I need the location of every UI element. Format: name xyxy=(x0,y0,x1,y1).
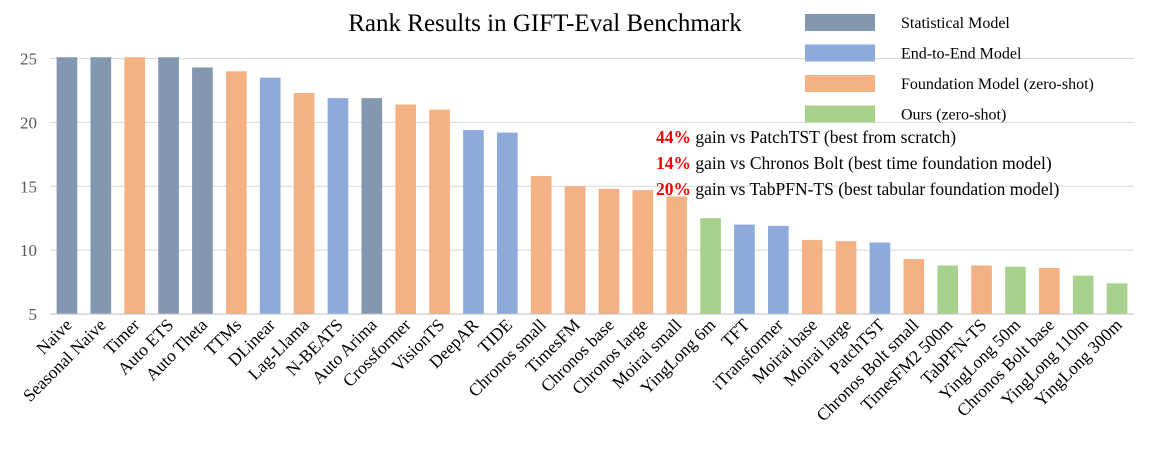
bar-lag-llama xyxy=(293,92,315,315)
bar-yinglong-6m xyxy=(700,218,721,314)
annotation-text: gain vs Chronos Bolt (best time foundati… xyxy=(691,153,1052,173)
y-tick-label: 20 xyxy=(20,113,37,132)
legend-label-foundation: Foundation Model (zero-shot) xyxy=(901,76,1094,93)
bar-crossformer xyxy=(395,104,417,315)
annotation-line: 20% gain vs TabPFN-TS (best tabular foun… xyxy=(656,179,1060,199)
bar-tide xyxy=(496,132,518,314)
bar-tft xyxy=(734,224,755,314)
legend-swatch-statistical xyxy=(805,14,875,31)
legend-label-e2e: End-to-End Model xyxy=(901,46,1022,63)
bar-yinglong-50m xyxy=(1005,266,1026,314)
annotations: 44% gain vs PatchTST (best from scratch)… xyxy=(656,127,1060,199)
bar-yinglong-110m xyxy=(1072,275,1094,314)
legend-label-ours: Ours (zero-shot) xyxy=(901,107,1006,124)
bar-visionts xyxy=(429,109,450,314)
bar-patchtst xyxy=(869,242,891,314)
bar-naive xyxy=(56,57,78,314)
bar-n-beats xyxy=(327,98,349,314)
y-tick-label: 5 xyxy=(29,305,38,324)
legend-label-statistical: Statistical Model xyxy=(901,15,1010,32)
bar-chronos-bolt-base xyxy=(1038,268,1060,314)
bar-tabpfn-ts xyxy=(971,265,992,314)
annotation-text: gain vs PatchTST (best from scratch) xyxy=(691,127,956,147)
bar-auto-ets xyxy=(158,57,179,314)
chart-title: Rank Results in GIFT-Eval Benchmark xyxy=(348,10,742,37)
annotation-highlight: 14% xyxy=(656,153,691,173)
y-tick-label: 15 xyxy=(20,177,37,196)
y-axis-ticks: 5 10 15 20 25 xyxy=(20,50,37,325)
bar-chronos-small xyxy=(530,176,552,314)
annotation-highlight: 20% xyxy=(656,179,691,199)
bar-ttms xyxy=(225,71,247,314)
bar-moirai-large xyxy=(835,241,857,314)
bar-chronos-bolt-small xyxy=(903,259,925,314)
bar-timesfm xyxy=(564,186,586,314)
bar-seasonal-naive xyxy=(90,57,112,314)
legend-swatch-foundation xyxy=(805,75,875,92)
legend: Statistical Model End-to-End Model Foundat… xyxy=(805,14,1094,124)
bar-timesfm2-500m xyxy=(937,265,959,314)
bar-auto-arima xyxy=(361,98,383,314)
annotation-line: 44% gain vs PatchTST (best from scratch) xyxy=(656,127,956,147)
bar-moirai-small xyxy=(666,196,688,314)
legend-swatch-ours xyxy=(805,105,875,123)
bar-timer xyxy=(124,57,146,314)
bar-auto-theta xyxy=(192,67,213,314)
bar-itransformer xyxy=(767,225,789,314)
legend-swatch-e2e xyxy=(805,44,875,62)
bar-dlinear xyxy=(259,77,281,314)
bars xyxy=(56,57,1128,315)
annotation-highlight: 44% xyxy=(656,127,691,147)
annotation-text: gain vs TabPFN-TS (best tabular foundati… xyxy=(691,179,1060,199)
annotation-line: 14% gain vs Chronos Bolt (best time foun… xyxy=(656,153,1052,173)
y-tick-label: 10 xyxy=(20,241,37,260)
bar-moirai-base xyxy=(801,239,823,314)
bar-chronos-base xyxy=(598,188,620,314)
bar-yinglong-300m xyxy=(1106,283,1128,314)
y-tick-label: 25 xyxy=(20,50,37,69)
bar-deepar xyxy=(463,130,484,314)
bar-chronos-large xyxy=(632,190,654,314)
